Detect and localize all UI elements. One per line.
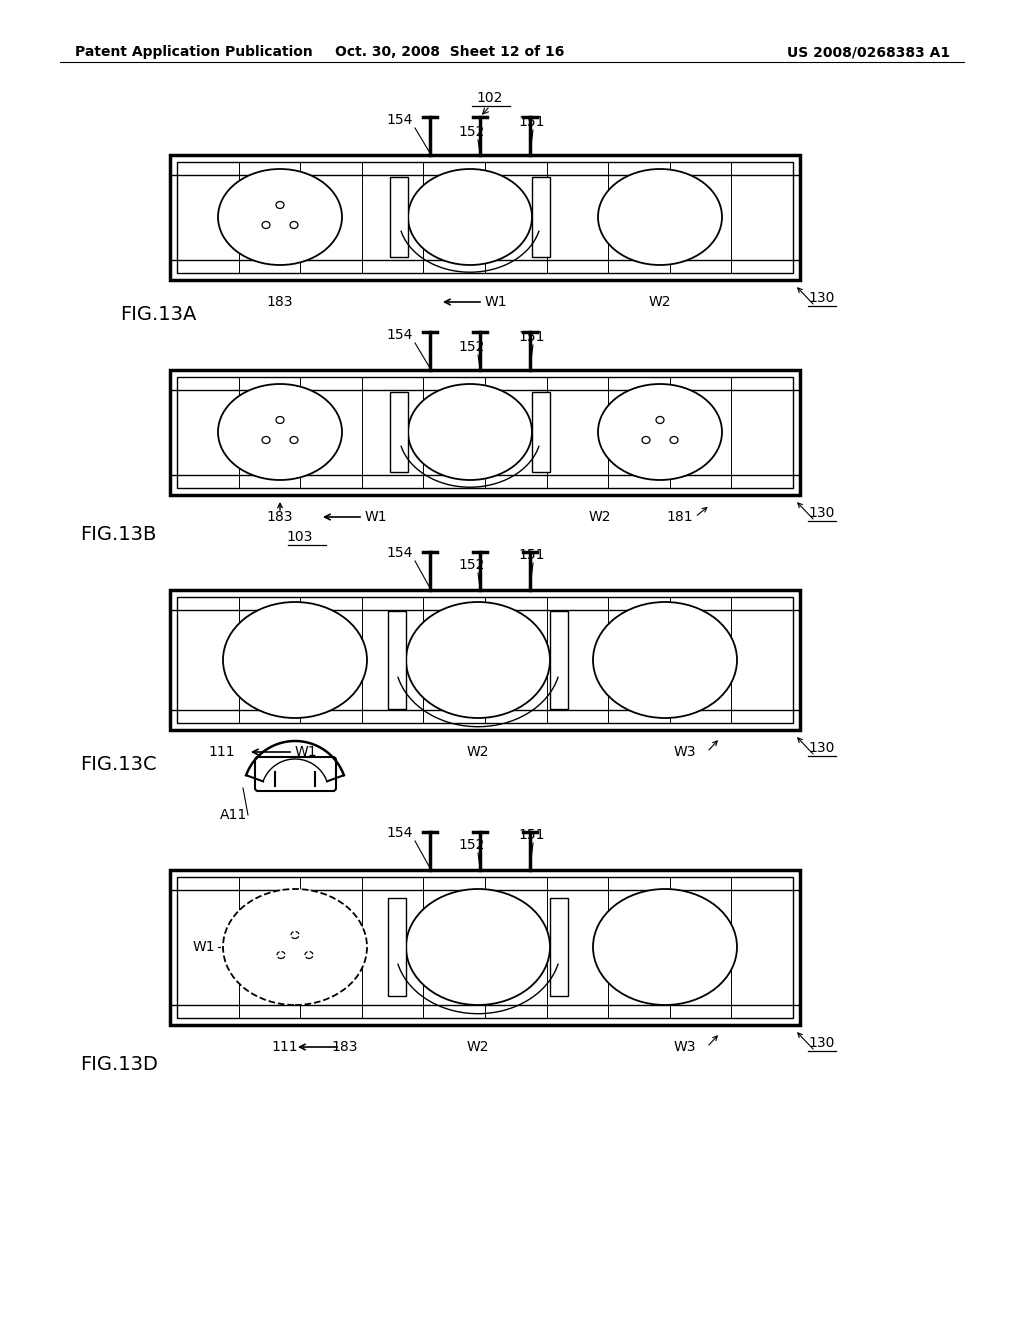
Bar	[388, 898, 406, 997]
Text: 154: 154	[387, 114, 414, 127]
Text: 151: 151	[519, 548, 545, 562]
Text: Patent Application Publication: Patent Application Publication	[75, 45, 312, 59]
Text: W2: W2	[589, 510, 611, 524]
Text: 102: 102	[477, 91, 503, 106]
Text: W2: W2	[467, 1040, 489, 1053]
Text: 154: 154	[387, 546, 414, 560]
Ellipse shape	[598, 169, 722, 265]
Bar	[532, 392, 550, 473]
Ellipse shape	[276, 417, 284, 424]
Bar	[550, 898, 568, 997]
Text: 103: 103	[287, 531, 313, 544]
Bar	[550, 611, 568, 709]
Bar	[177, 162, 793, 273]
Text: FIG.13D: FIG.13D	[80, 1056, 158, 1074]
Text: FIG.13C: FIG.13C	[80, 755, 157, 775]
Text: FIG.13B: FIG.13B	[80, 525, 157, 544]
Ellipse shape	[291, 932, 299, 939]
Text: 130: 130	[808, 290, 835, 305]
Bar	[532, 177, 550, 257]
Ellipse shape	[276, 202, 284, 209]
Text: 152: 152	[459, 838, 485, 851]
Ellipse shape	[408, 384, 532, 480]
Ellipse shape	[593, 602, 737, 718]
Ellipse shape	[406, 888, 550, 1005]
Ellipse shape	[290, 437, 298, 444]
Text: W1: W1	[295, 744, 317, 759]
Ellipse shape	[670, 437, 678, 444]
Bar	[170, 590, 800, 730]
Text: 151: 151	[519, 330, 545, 345]
Text: W3: W3	[674, 744, 696, 759]
Text: 154: 154	[387, 826, 414, 840]
Bar	[390, 392, 408, 473]
Text: 130: 130	[808, 506, 835, 520]
Text: US 2008/0268383 A1: US 2008/0268383 A1	[786, 45, 950, 59]
Ellipse shape	[598, 384, 722, 480]
Bar	[275, 772, 315, 785]
Text: 183: 183	[266, 294, 293, 309]
Text: 152: 152	[459, 341, 485, 354]
Text: 111: 111	[271, 1040, 298, 1053]
Text: 154: 154	[387, 327, 414, 342]
Text: 151: 151	[519, 828, 545, 842]
Ellipse shape	[278, 952, 285, 958]
Ellipse shape	[593, 888, 737, 1005]
Bar	[177, 378, 793, 488]
Text: Oct. 30, 2008  Sheet 12 of 16: Oct. 30, 2008 Sheet 12 of 16	[335, 45, 564, 59]
Text: 151: 151	[519, 115, 545, 129]
FancyBboxPatch shape	[255, 756, 336, 791]
Ellipse shape	[223, 602, 367, 718]
Ellipse shape	[642, 437, 650, 444]
Ellipse shape	[305, 952, 313, 958]
Text: W2: W2	[467, 744, 489, 759]
Text: 181: 181	[667, 510, 693, 524]
Ellipse shape	[223, 888, 367, 1005]
Bar	[177, 597, 793, 723]
Text: W1: W1	[365, 510, 388, 524]
Ellipse shape	[262, 222, 270, 228]
Bar	[170, 154, 800, 280]
Bar	[177, 876, 793, 1018]
Bar	[388, 611, 406, 709]
Text: W3: W3	[674, 1040, 696, 1053]
Bar	[170, 370, 800, 495]
Ellipse shape	[262, 437, 270, 444]
Text: W2: W2	[649, 294, 672, 309]
Text: 183: 183	[332, 1040, 358, 1053]
Ellipse shape	[218, 384, 342, 480]
Ellipse shape	[408, 169, 532, 265]
Text: 183: 183	[266, 510, 293, 524]
Bar	[170, 870, 800, 1026]
Text: 152: 152	[459, 558, 485, 572]
Text: W1: W1	[193, 940, 215, 954]
Text: 152: 152	[459, 125, 485, 139]
Text: W1: W1	[485, 294, 508, 309]
Text: A11: A11	[220, 808, 247, 822]
Text: 111: 111	[209, 744, 236, 759]
Text: 130: 130	[808, 741, 835, 755]
Ellipse shape	[290, 222, 298, 228]
Ellipse shape	[406, 602, 550, 718]
Text: FIG.13A: FIG.13A	[120, 305, 197, 325]
Ellipse shape	[656, 417, 664, 424]
Bar	[390, 177, 408, 257]
Text: 130: 130	[808, 1036, 835, 1049]
Ellipse shape	[218, 169, 342, 265]
